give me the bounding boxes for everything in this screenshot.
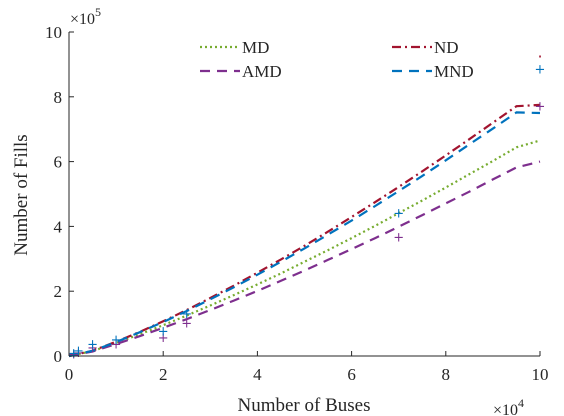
marker-point-amd: + [111, 338, 122, 353]
x-tick-label: 10 [532, 365, 549, 384]
legend-label-mnd: MND [434, 62, 474, 81]
x-exponent-power: 4 [518, 396, 524, 410]
y-tick-label: 2 [54, 282, 63, 301]
marker-point-amd: + [87, 341, 98, 356]
marker-point-mnd: + [158, 325, 169, 340]
x-tick-label: 8 [442, 365, 451, 384]
series-line-mnd [68, 111, 541, 358]
marker-point-mnd: + [535, 62, 546, 77]
y-axis-label: Number of Fills [11, 134, 32, 255]
marker-point-mnd: + [73, 344, 84, 359]
marker-point-amd: + [68, 347, 79, 362]
series-line-amd [68, 160, 541, 358]
y-tick-label: 4 [54, 217, 63, 236]
series-line-md [68, 139, 541, 358]
y-axis-exponent: ×105 [70, 5, 101, 28]
marker-point-amd: + [73, 346, 84, 361]
x-tick-label: 2 [159, 365, 168, 384]
marker-point-amd: + [393, 231, 404, 246]
y-exponent-power: 5 [95, 5, 101, 19]
marker-point-mnd: + [111, 333, 122, 348]
marker-point-nd: · [537, 47, 542, 66]
marker-point-mnd: + [68, 346, 79, 361]
marker-point-amd: + [158, 331, 169, 346]
legend: MD ND AMD MND [200, 38, 474, 81]
y-exponent-base: ×10 [70, 11, 95, 28]
x-axis-exponent: ×104 [493, 396, 524, 416]
x-axis-label: Number of Buses [238, 395, 371, 416]
legend-label-nd: ND [434, 38, 459, 57]
y-tick-label: 0 [54, 347, 63, 366]
marker-point-mnd: + [181, 307, 192, 322]
marker-point-mnd: + [393, 206, 404, 221]
marker-point-mnd: + [87, 338, 98, 353]
marker-point-amd: + [181, 317, 192, 332]
x-tick-label: 4 [253, 365, 262, 384]
series-line-nd [68, 103, 541, 358]
legend-label-md: MD [242, 38, 269, 57]
y-tick-label: 6 [54, 153, 63, 172]
plot-area: ++ + + ++++++ + +++++· [68, 47, 545, 362]
legend-label-amd: AMD [242, 62, 282, 81]
x-tick-label: 0 [65, 365, 74, 384]
x-exponent-base: ×10 [493, 402, 518, 416]
marker-point-amd: + [535, 100, 546, 115]
y-tick-label: 8 [54, 88, 63, 107]
y-tick-label: 10 [45, 23, 62, 42]
x-tick-label: 6 [347, 365, 356, 384]
axes: 0 2 4 6 8 10 0 2 4 6 8 10 [45, 23, 549, 384]
